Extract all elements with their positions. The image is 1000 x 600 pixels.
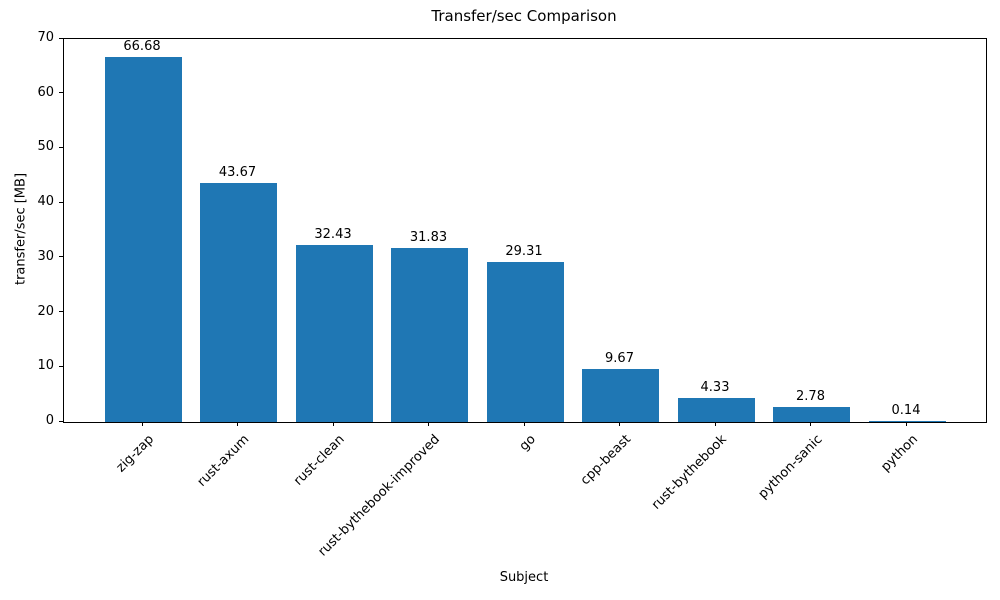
bar <box>868 421 946 422</box>
bar <box>773 406 850 422</box>
chart-title: Transfer/sec Comparison <box>431 7 617 25</box>
y-tick-label: 0 <box>45 413 54 428</box>
y-tick-label: 10 <box>37 358 54 374</box>
bar <box>104 57 182 422</box>
x-tick-mark <box>428 422 429 426</box>
y-tick-mark <box>59 311 63 313</box>
y-tick-label: 20 <box>37 303 54 319</box>
x-tick-mark <box>619 422 620 426</box>
bar-value-label: 43.67 <box>218 165 257 181</box>
bar <box>582 369 659 422</box>
bar <box>677 398 755 422</box>
y-tick-label: 50 <box>37 139 54 155</box>
x-tick-label-text: zig-zap <box>113 432 157 476</box>
bar-value-label: 32.43 <box>314 226 352 242</box>
x-tick-mark <box>523 422 525 426</box>
y-tick-label: 70 <box>37 30 54 45</box>
x-tick-label-text: rust-bythebook <box>648 432 730 513</box>
x-tick-label-text: rust-clean <box>290 432 348 489</box>
y-axis-label: transfer/sec [MB] <box>13 172 29 286</box>
y-tick-mark <box>59 365 63 367</box>
x-tick-label-text: go <box>516 432 539 455</box>
x-tick-mark <box>714 422 716 426</box>
x-tick-mark <box>141 422 143 426</box>
bar-value-label: 66.68 <box>123 39 161 55</box>
bar-value-label: 31.83 <box>409 229 448 245</box>
bar-value-label: 0.14 <box>891 403 921 418</box>
x-tick-label-text: rust-axum <box>194 432 253 490</box>
x-axis-label: Subject <box>499 570 549 585</box>
y-tick-mark <box>59 420 63 422</box>
x-tick-mark <box>905 422 907 426</box>
x-tick-label-text: cpp-beast <box>577 432 635 489</box>
y-tick-label: 40 <box>37 194 54 210</box>
bar-value-label: 4.33 <box>700 380 730 396</box>
y-tick-mark <box>59 37 63 39</box>
y-tick-mark <box>59 201 63 203</box>
y-tick-label: 30 <box>37 248 54 264</box>
x-tick-label-text: python <box>877 432 921 475</box>
y-tick-mark <box>59 92 63 94</box>
bar-value-label: 2.78 <box>796 388 825 404</box>
bar <box>200 183 277 422</box>
bar-value-label: 9.67 <box>605 351 634 367</box>
y-tick-mark <box>59 146 63 148</box>
bar-value-label: 29.31 <box>505 243 543 259</box>
y-tick-label: 60 <box>37 84 54 100</box>
bar <box>486 261 564 422</box>
x-tick-mark <box>810 422 811 426</box>
bar <box>295 244 373 422</box>
x-tick-label-text: python-sanic <box>755 432 826 502</box>
y-tick-mark <box>59 256 63 258</box>
plot-area <box>63 38 987 423</box>
x-tick-mark <box>237 422 238 426</box>
x-tick-mark <box>332 422 334 426</box>
bar <box>391 247 468 422</box>
